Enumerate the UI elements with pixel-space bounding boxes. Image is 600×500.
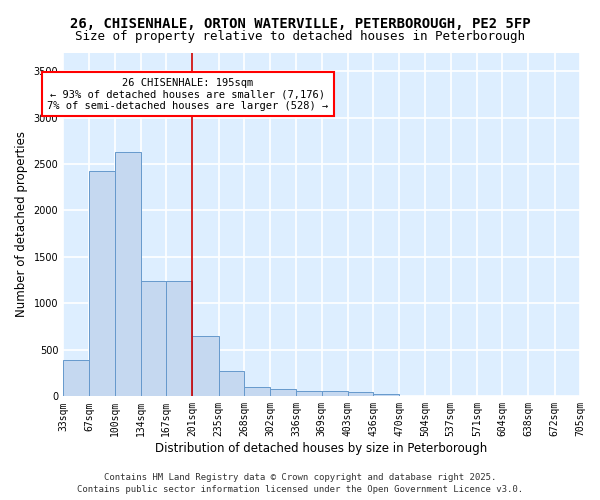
Bar	[348, 392, 373, 396]
Bar	[193, 336, 218, 396]
Bar	[296, 391, 322, 396]
Text: Size of property relative to detached houses in Peterborough: Size of property relative to detached ho…	[75, 30, 525, 43]
Text: 26, CHISENHALE, ORTON WATERVILLE, PETERBOROUGH, PE2 5FP: 26, CHISENHALE, ORTON WATERVILLE, PETERB…	[70, 18, 530, 32]
Bar	[63, 360, 89, 397]
Bar	[218, 371, 244, 396]
Bar	[141, 281, 166, 396]
Bar	[270, 390, 296, 396]
Bar	[373, 394, 399, 396]
Bar	[89, 172, 115, 396]
Text: Contains HM Land Registry data © Crown copyright and database right 2025.
Contai: Contains HM Land Registry data © Crown c…	[77, 472, 523, 494]
Bar	[115, 152, 141, 396]
Y-axis label: Number of detached properties: Number of detached properties	[15, 132, 28, 318]
Text: 26 CHISENHALE: 195sqm
← 93% of detached houses are smaller (7,176)
7% of semi-de: 26 CHISENHALE: 195sqm ← 93% of detached …	[47, 78, 328, 111]
Bar	[166, 281, 193, 396]
X-axis label: Distribution of detached houses by size in Peterborough: Distribution of detached houses by size …	[155, 442, 488, 455]
Bar	[244, 386, 270, 396]
Bar	[322, 391, 348, 396]
